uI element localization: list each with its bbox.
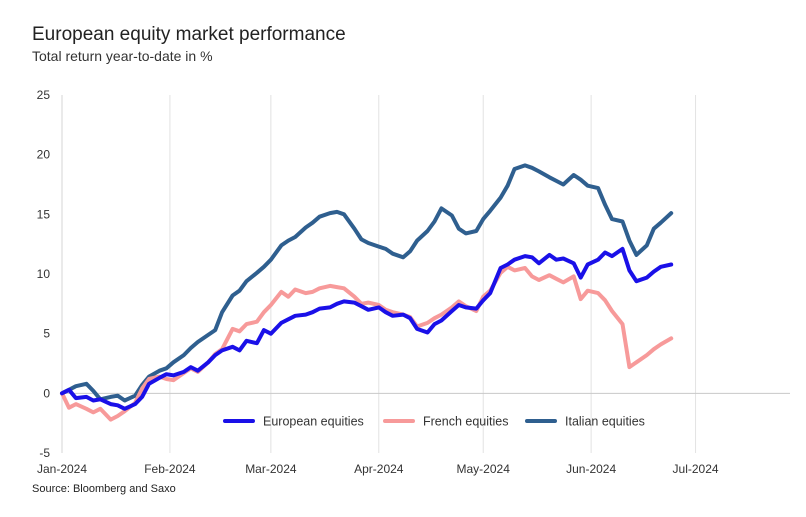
y-tick-label: -5 [39, 446, 50, 460]
series-line-french-equities [60, 264, 674, 422]
chart-subtitle: Total return year-to-date in % [32, 48, 213, 64]
x-tick-label: Jun-2024 [566, 462, 616, 476]
x-tick-label: Mar-2024 [245, 462, 297, 476]
series-line-european-equities [60, 246, 674, 411]
legend: European equities French equities Italian … [223, 415, 645, 429]
legend-label: Italian equities [565, 415, 645, 429]
x-tick-label: Apr-2024 [354, 462, 404, 476]
chart-title: European equity market performance [32, 24, 346, 45]
y-tick-label: 5 [43, 327, 50, 341]
legend-label: French equities [423, 415, 508, 429]
y-tick-label: 20 [37, 148, 51, 162]
y-tick-label: 25 [37, 88, 51, 102]
x-tick-label: May-2024 [457, 462, 511, 476]
x-tick-label: Jan-2024 [37, 462, 87, 476]
axes: Jan-2024 Feb-2024 Mar-2024 Apr-2024 May-2024… [37, 88, 790, 476]
x-tick-label: Jul-2024 [673, 462, 719, 476]
y-tick-label: 10 [37, 267, 51, 281]
source-note: Source: Bloomberg and Saxo [32, 483, 176, 495]
y-tick-label: 15 [37, 207, 51, 221]
legend-label: European equities [263, 415, 364, 429]
y-tick-label: 0 [43, 386, 50, 400]
x-tick-label: Feb-2024 [144, 462, 196, 476]
series-lines [60, 163, 674, 422]
series-line-italian-equities [60, 163, 674, 403]
grid [169, 95, 697, 453]
